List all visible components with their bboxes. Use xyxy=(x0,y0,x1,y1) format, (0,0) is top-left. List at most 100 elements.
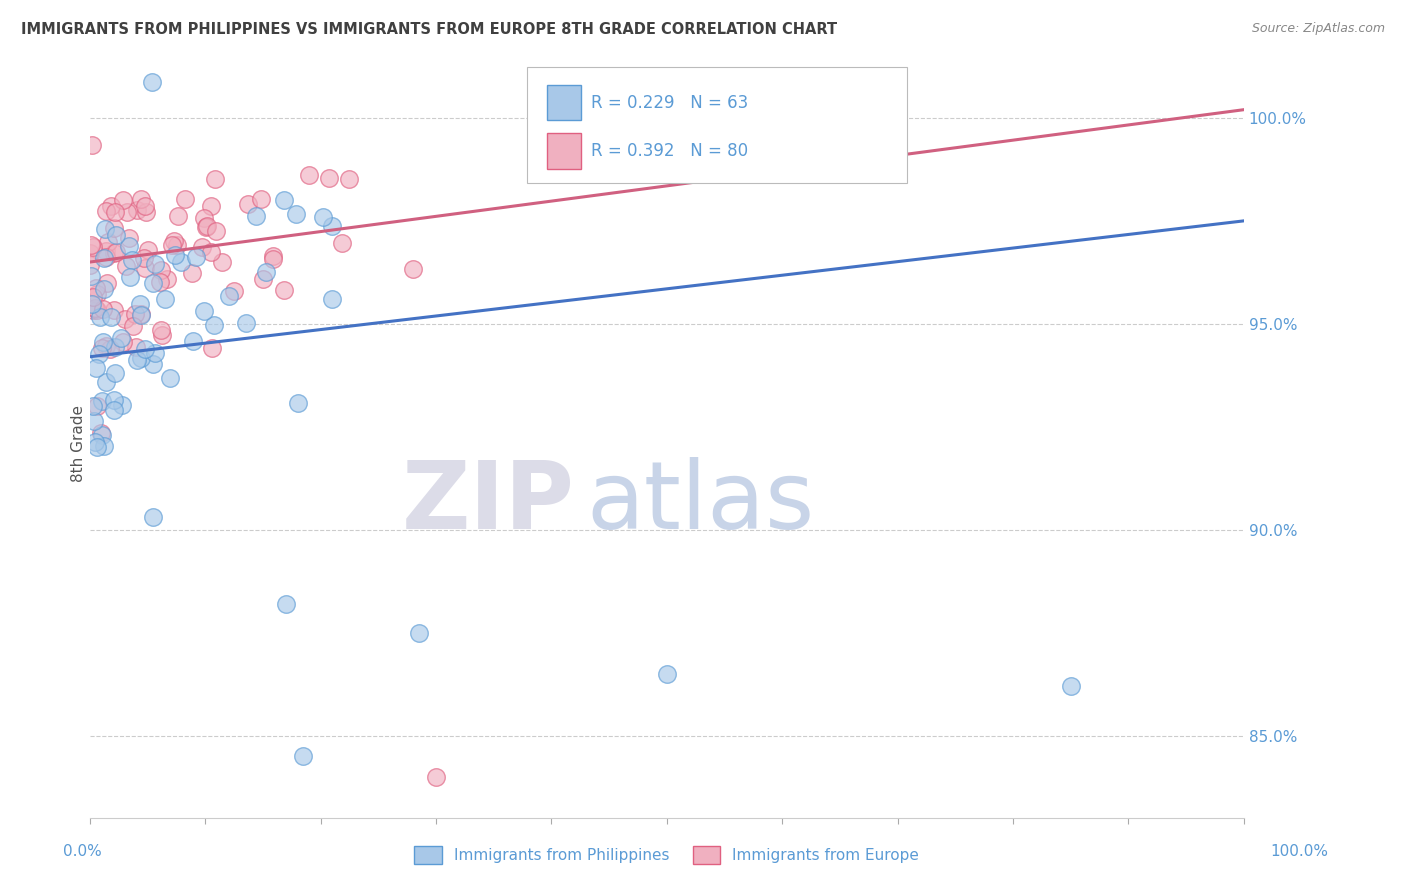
Point xyxy=(204,172,226,186)
Point xyxy=(425,770,447,784)
Point xyxy=(93,251,115,265)
Point xyxy=(149,322,172,336)
Text: Source: ZipAtlas.com: Source: ZipAtlas.com xyxy=(1251,22,1385,36)
Point xyxy=(111,335,134,350)
Point xyxy=(131,307,153,321)
Point xyxy=(82,303,104,318)
Point xyxy=(252,272,274,286)
Point xyxy=(86,400,108,414)
Point xyxy=(121,253,143,268)
Text: R = 0.229   N = 63: R = 0.229 N = 63 xyxy=(591,94,748,112)
Point xyxy=(103,392,125,407)
Point xyxy=(655,666,678,681)
Point xyxy=(166,209,188,223)
Point xyxy=(193,303,215,318)
Point xyxy=(153,293,176,307)
Point xyxy=(80,268,103,283)
Point xyxy=(103,402,125,417)
Point xyxy=(96,276,118,290)
Point xyxy=(79,246,101,260)
Text: 0.0%: 0.0% xyxy=(63,845,103,859)
Point xyxy=(129,309,152,323)
Point xyxy=(292,749,315,764)
Point xyxy=(86,440,108,454)
Point xyxy=(90,425,112,440)
Point xyxy=(104,366,127,380)
Point xyxy=(142,357,165,371)
Point xyxy=(103,302,125,317)
Point xyxy=(84,280,107,294)
Point xyxy=(245,209,267,223)
Text: IMMIGRANTS FROM PHILIPPINES VS IMMIGRANTS FROM EUROPE 8TH GRADE CORRELATION CHAR: IMMIGRANTS FROM PHILIPPINES VS IMMIGRANT… xyxy=(21,22,837,37)
Point xyxy=(127,352,149,367)
Point xyxy=(94,250,117,264)
Point xyxy=(159,371,181,385)
Point xyxy=(118,239,141,253)
Point xyxy=(170,255,193,269)
Point xyxy=(141,75,163,89)
Point xyxy=(83,434,105,449)
Point xyxy=(218,289,240,303)
Point xyxy=(131,351,153,365)
Point xyxy=(115,259,138,273)
Point xyxy=(98,342,121,356)
Point xyxy=(104,204,127,219)
Point xyxy=(142,276,165,290)
Point xyxy=(174,192,197,206)
Point xyxy=(93,439,115,453)
Point xyxy=(94,204,117,219)
Point xyxy=(104,228,127,243)
Point xyxy=(82,400,104,414)
Point xyxy=(1060,679,1083,693)
Point xyxy=(90,341,112,355)
Point xyxy=(128,297,150,311)
Point xyxy=(103,221,125,235)
Text: 100.0%: 100.0% xyxy=(1271,845,1329,859)
Text: R = 0.392   N = 80: R = 0.392 N = 80 xyxy=(591,142,748,160)
Point xyxy=(97,235,120,249)
Point xyxy=(262,252,284,266)
Point xyxy=(110,331,132,345)
Point xyxy=(160,237,183,252)
Point xyxy=(408,625,430,640)
Point xyxy=(89,310,111,324)
Y-axis label: 8th Grade: 8th Grade xyxy=(72,405,86,482)
Point xyxy=(93,282,115,296)
Point xyxy=(125,203,148,218)
Point xyxy=(84,301,107,315)
Point xyxy=(402,261,425,276)
Point xyxy=(100,310,122,324)
Point xyxy=(132,251,155,265)
Point xyxy=(195,219,218,234)
Point xyxy=(181,334,204,349)
Point xyxy=(284,207,307,221)
Point xyxy=(273,194,295,208)
Point xyxy=(82,290,104,304)
Point xyxy=(222,284,245,298)
Point xyxy=(86,286,108,301)
Point xyxy=(135,205,157,219)
Legend: Immigrants from Philippines, Immigrants from Europe: Immigrants from Philippines, Immigrants … xyxy=(408,840,925,871)
Point xyxy=(250,192,273,206)
Point xyxy=(91,334,114,349)
Point xyxy=(82,240,104,254)
Point xyxy=(94,222,117,236)
Point xyxy=(83,414,105,428)
Point xyxy=(238,197,260,211)
Point xyxy=(312,211,335,225)
Text: ZIP: ZIP xyxy=(402,458,575,549)
Point xyxy=(149,263,172,277)
Point xyxy=(87,347,110,361)
Point xyxy=(195,219,218,233)
Point xyxy=(200,245,222,260)
Point xyxy=(200,199,222,213)
Point xyxy=(201,341,224,355)
Point xyxy=(96,244,118,259)
Point xyxy=(318,171,340,186)
Point xyxy=(262,249,284,263)
Point xyxy=(145,257,167,271)
Point xyxy=(202,318,225,332)
Point xyxy=(118,231,141,245)
Point xyxy=(82,297,104,311)
Point xyxy=(190,239,212,253)
